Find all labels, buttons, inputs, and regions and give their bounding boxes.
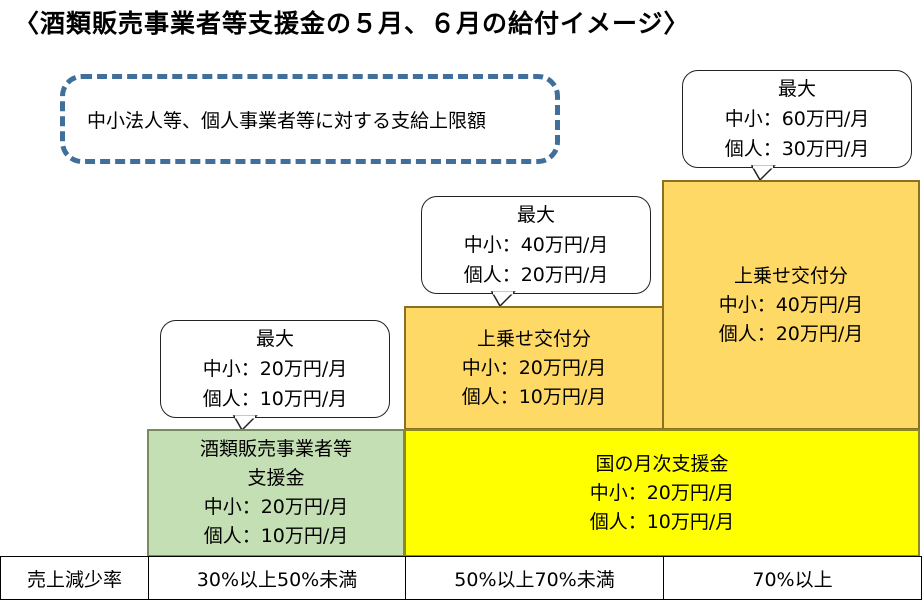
range-50-70: 50%以上70%未満 bbox=[405, 557, 663, 599]
block-individual: 個人：10万円/月 bbox=[589, 510, 735, 533]
callout-70: 最大 中小：60万円/月 個人：30万円/月 bbox=[682, 70, 912, 168]
block-sme: 中小：20万円/月 bbox=[461, 356, 607, 379]
callout-50-70: 最大 中小：40万円/月 個人：20万円/月 bbox=[421, 196, 651, 294]
top-up-block-70: 上乗せ交付分 中小：40万円/月 個人：20万円/月 bbox=[662, 180, 920, 430]
callout-heading: 最大 bbox=[516, 204, 555, 226]
block-title: 上乗せ交付分 bbox=[733, 264, 848, 287]
range-70: 70%以上 bbox=[663, 557, 922, 599]
callout-tail bbox=[490, 291, 516, 308]
block-title: 酒類販売事業者等 bbox=[199, 438, 352, 460]
callout-sme: 中小：60万円/月 bbox=[724, 108, 870, 130]
callout-heading: 最大 bbox=[255, 328, 294, 350]
block-subtitle: 支援金 bbox=[247, 467, 305, 489]
callout-tail bbox=[750, 165, 776, 182]
block-individual: 個人：20万円/月 bbox=[718, 322, 864, 345]
callout-individual: 個人：10万円/月 bbox=[202, 388, 348, 410]
callout-heading: 最大 bbox=[777, 78, 816, 100]
block-title: 国の月次支援金 bbox=[595, 452, 729, 475]
block-sme: 中小：20万円/月 bbox=[589, 481, 735, 504]
block-sme: 中小：20万円/月 bbox=[203, 496, 349, 518]
callout-individual: 個人：20万円/月 bbox=[463, 264, 609, 286]
block-individual: 個人：10万円/月 bbox=[203, 525, 349, 547]
block-sme: 中小：40万円/月 bbox=[718, 293, 864, 316]
legend-text: 中小法人等、個人事業者等に対する支給上限額 bbox=[87, 109, 487, 132]
sales-decline-row: 売上減少率 30%以上50%未満 50%以上70%未満 70%以上 bbox=[0, 556, 922, 600]
block-individual: 個人：10万円/月 bbox=[461, 385, 607, 408]
liquor-support-block: 酒類販売事業者等 支援金 中小：20万円/月 個人：10万円/月 bbox=[147, 429, 405, 557]
legend-box: 中小法人等、個人事業者等に対する支給上限額 bbox=[60, 74, 560, 164]
block-title: 上乗せ交付分 bbox=[476, 327, 591, 350]
callout-tail bbox=[232, 415, 258, 432]
top-up-block-50-70: 上乗せ交付分 中小：20万円/月 個人：10万円/月 bbox=[404, 306, 664, 430]
range-30-50: 30%以上50%未満 bbox=[148, 557, 405, 599]
page-title: 〈酒類販売事業者等支援金の５月、６月の給付イメージ〉 bbox=[14, 9, 690, 38]
callout-30-50: 最大 中小：20万円/月 個人：10万円/月 bbox=[160, 320, 390, 418]
callout-sme: 中小：40万円/月 bbox=[463, 234, 609, 256]
callout-individual: 個人：30万円/月 bbox=[724, 138, 870, 160]
row-label: 売上減少率 bbox=[0, 557, 148, 599]
national-support-block: 国の月次支援金 中小：20万円/月 個人：10万円/月 bbox=[404, 429, 920, 557]
callout-sme: 中小：20万円/月 bbox=[202, 358, 348, 380]
